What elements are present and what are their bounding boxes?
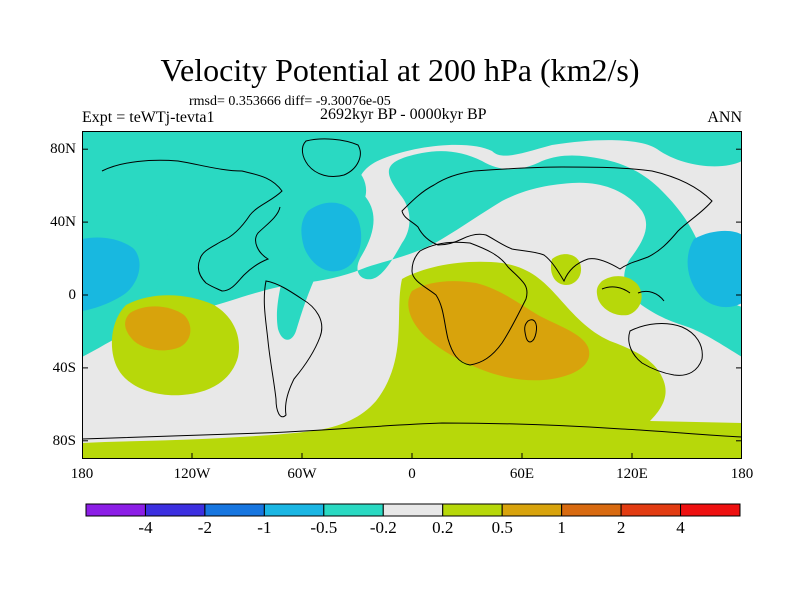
- colorbar-label: -0.5: [310, 518, 338, 537]
- experiment-label: Expt = teWTj-tevta1: [82, 109, 215, 126]
- lon-label-60e: 60E: [509, 466, 535, 482]
- colorbar-label: 0.2: [432, 518, 454, 537]
- lon-label-120w: 120W: [173, 466, 211, 482]
- colorbar-label: 1: [557, 518, 566, 537]
- colorbar-box: [501, 503, 563, 517]
- lat-label-80s: 80S: [52, 433, 76, 449]
- colorbar-label: -1: [257, 518, 272, 537]
- north-america-coast: [101, 159, 283, 292]
- colorbar-box: [561, 503, 622, 517]
- colorbar-box: [620, 503, 682, 517]
- positive-core-southpacific: [125, 306, 191, 351]
- eurasia-coast: [401, 166, 713, 283]
- australia-coast: [628, 323, 703, 376]
- colorbar-label: 0.5: [491, 518, 513, 537]
- lat-label-40n: 40N: [50, 214, 76, 230]
- colorbar: [85, 503, 741, 517]
- coastlines: [82, 138, 742, 440]
- season-label: ANN: [707, 109, 742, 126]
- colorbar-box: [382, 503, 444, 517]
- colorbar-box: [144, 503, 206, 517]
- stats-line: rmsd= 0.353666 diff= -9.30076e-05: [189, 94, 391, 109]
- lon-label-0: 0: [408, 466, 416, 482]
- lat-label-eq: 0: [68, 287, 77, 303]
- negative-core-eastpacific: [82, 237, 140, 311]
- positive-core-africa: [408, 281, 590, 381]
- madagascar-coast: [524, 319, 537, 343]
- africa-coast: [411, 241, 528, 366]
- negative-core-atlantic: [301, 202, 362, 272]
- lat-label-40s: 40S: [52, 360, 76, 376]
- colorbar-box: [323, 503, 384, 517]
- negative-core-westpacific: [687, 230, 742, 308]
- colorbar-label: 2: [616, 518, 626, 537]
- lon-label-180w: 180: [70, 466, 94, 482]
- colorbar-label: -4: [138, 518, 153, 537]
- colorbar-box: [263, 503, 325, 517]
- lon-label-60w: 60W: [287, 466, 317, 482]
- colorbar-label: 4: [676, 518, 685, 537]
- lon-label-180e: 180: [730, 466, 754, 482]
- indonesia-coast: [601, 286, 665, 302]
- positive-region-southern: [82, 261, 742, 459]
- colorbar-label: -2: [197, 518, 212, 537]
- colorbar-box: [680, 503, 741, 517]
- colorbar-label: -0.2: [369, 518, 397, 537]
- antarctica-coast: [82, 422, 742, 440]
- negative-region-arctic: [82, 131, 742, 357]
- lat-label-80n: 80N: [50, 141, 76, 157]
- lon-label-120e: 120E: [616, 466, 648, 482]
- south-america-coast: [263, 280, 323, 418]
- colorbar-box: [204, 503, 265, 517]
- positive-region-india: [550, 254, 582, 285]
- positive-region-indonesia: [596, 276, 642, 316]
- colorbar-box: [442, 503, 503, 517]
- period-label: 2692kyr BP - 0000kyr BP: [320, 106, 487, 123]
- colorbar-box: [85, 503, 146, 517]
- map-title: Velocity Potential at 200 hPa (km2/s): [160, 52, 640, 88]
- greenland-coast: [301, 138, 361, 178]
- velocity-potential-map: [82, 131, 742, 459]
